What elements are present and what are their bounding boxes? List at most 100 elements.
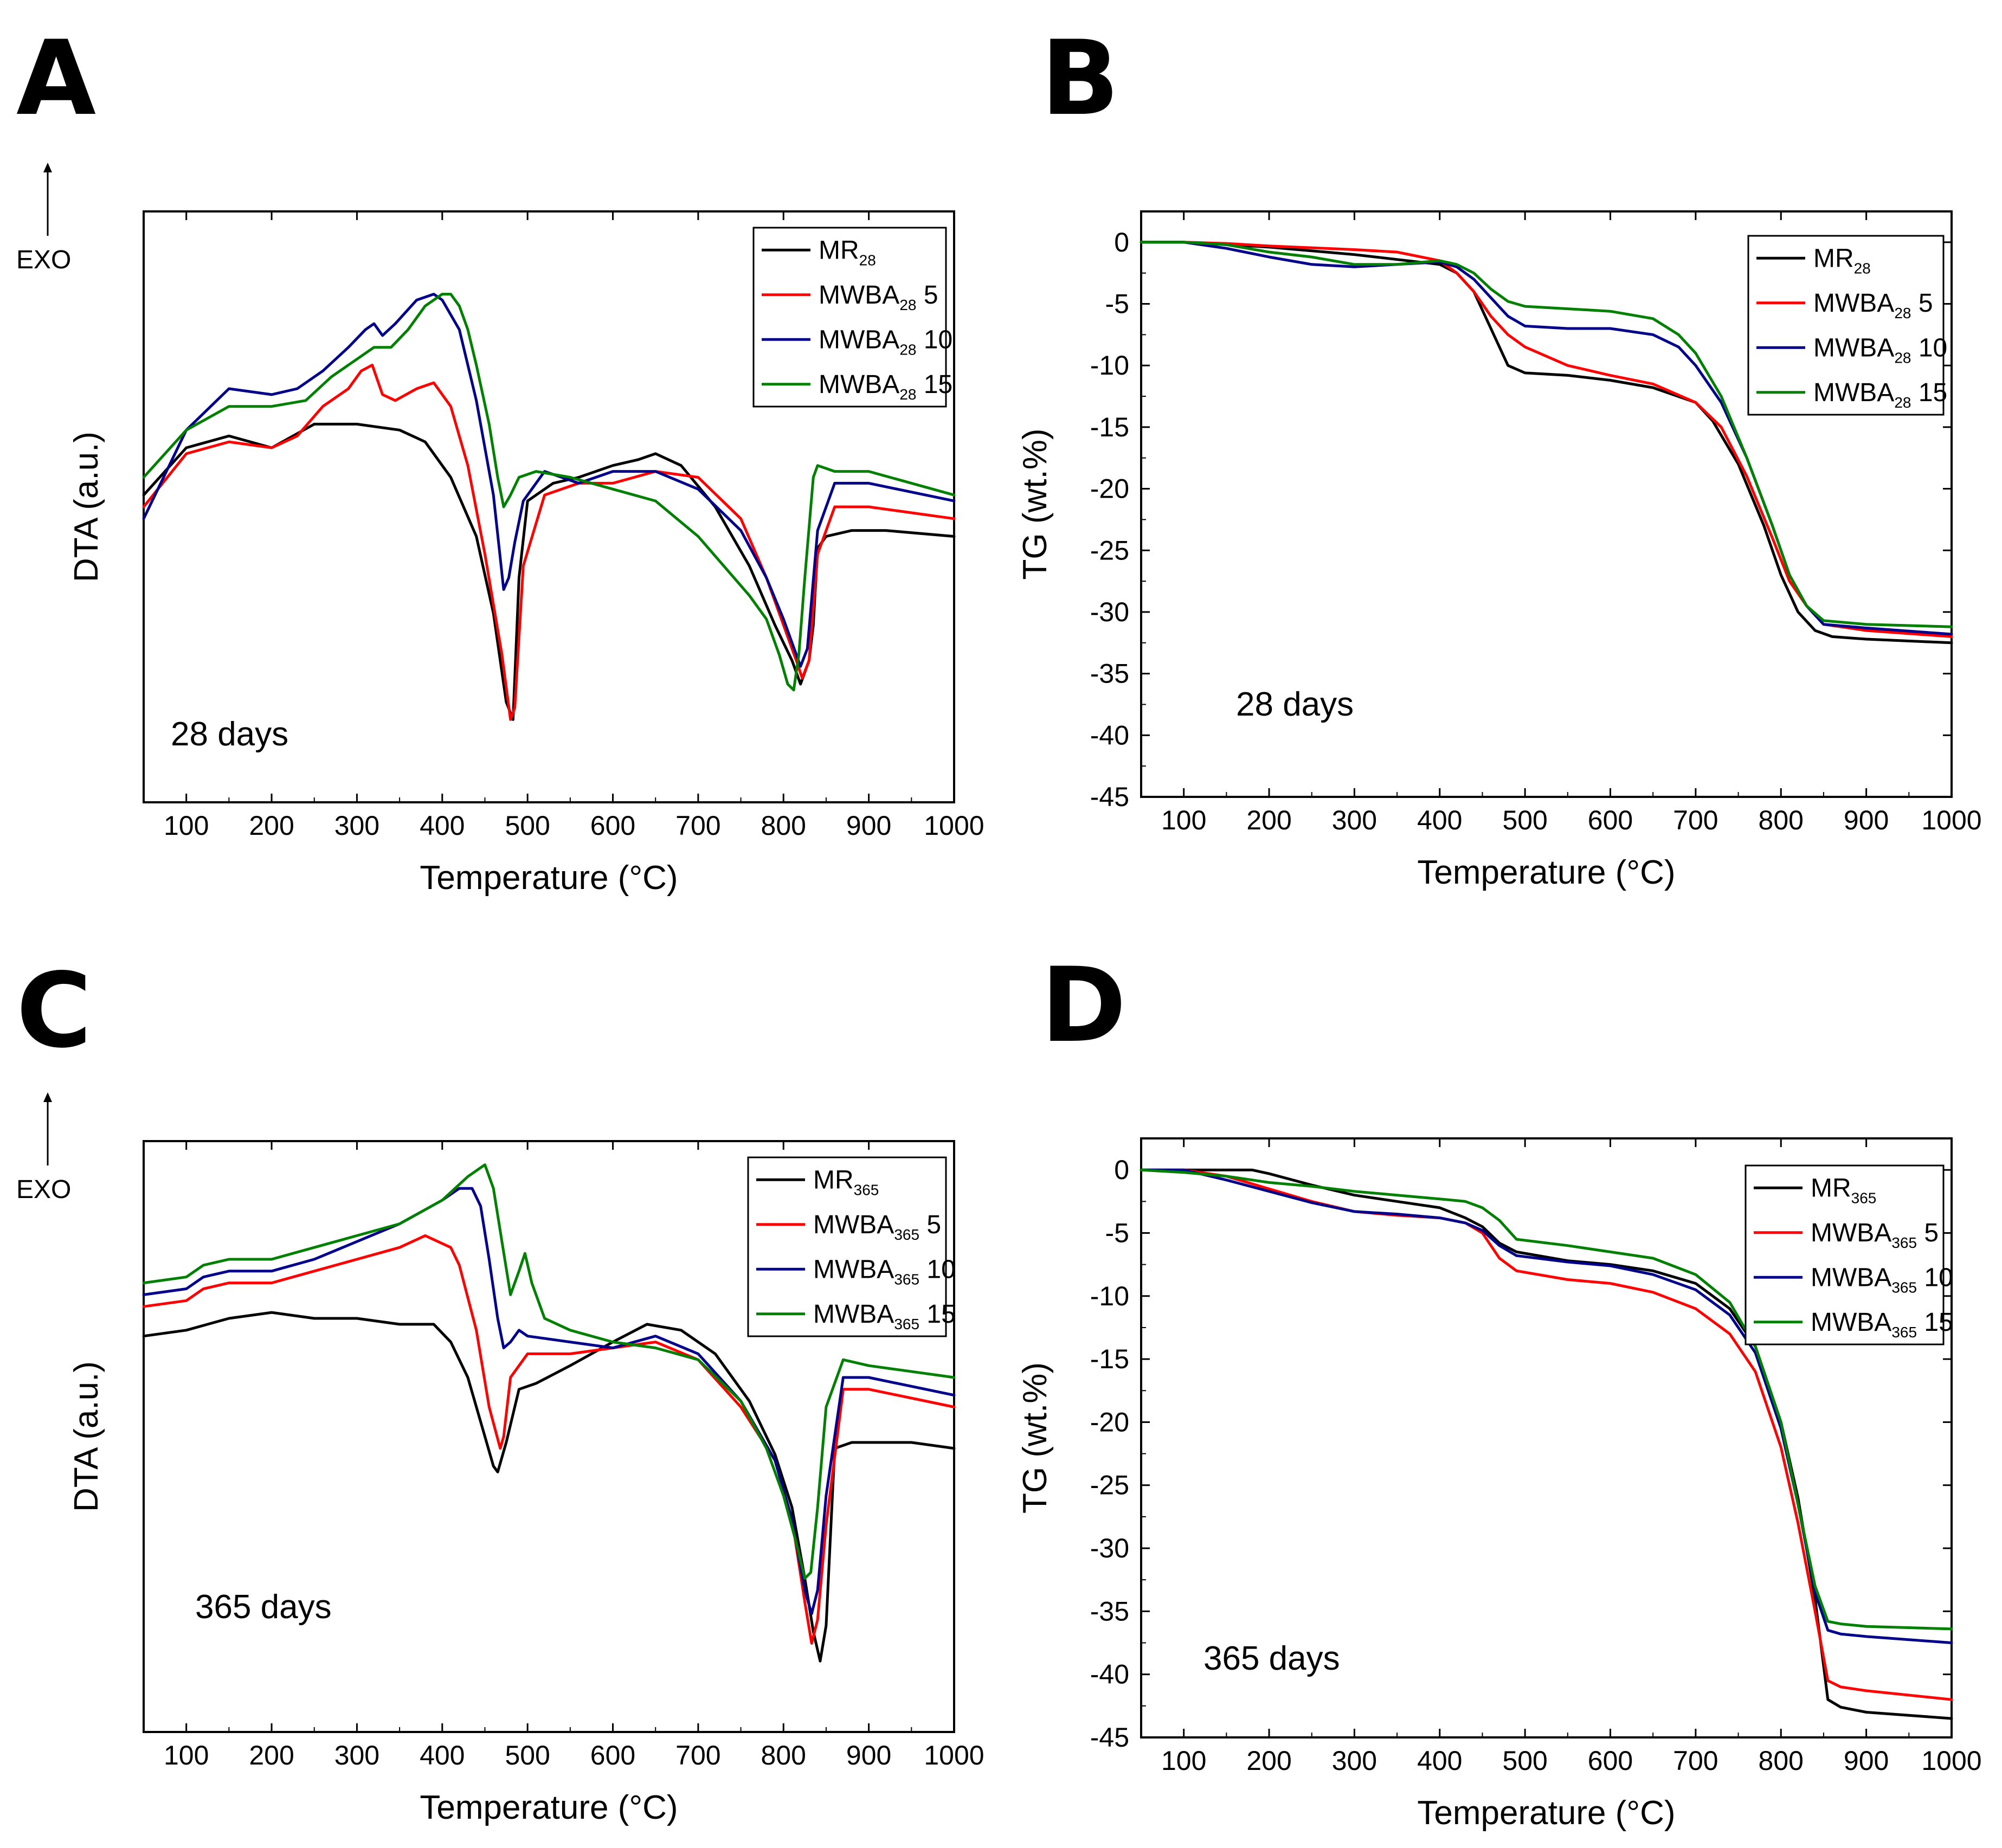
legend-suffix: 15 — [919, 1300, 956, 1329]
panel-b: B 100 200 300 400 500 600 700 800 900 1000 0 -5 -10 -1… — [1016, 18, 1982, 891]
x-axis-label: Temperature (°C) — [420, 1789, 678, 1826]
age-annotation: 28 days — [171, 716, 288, 753]
x-tick-label: 700 — [675, 1740, 720, 1770]
x-tick-label: 1000 — [1921, 805, 1981, 835]
y-tick-label: -20 — [1090, 474, 1129, 504]
x-tick-label: 600 — [590, 1740, 635, 1770]
legend-suffix: 10 — [1917, 1263, 1953, 1292]
legend-suffix: 15 — [1911, 378, 1947, 407]
x-axis-label: Temperature (°C) — [1417, 854, 1675, 891]
y-axis-label: TG (wt.%) — [1016, 429, 1054, 580]
x-tick-label: 600 — [590, 810, 635, 841]
x-tick-label: 900 — [1844, 1746, 1889, 1776]
legend-subscript: 28 — [1894, 394, 1911, 411]
legend-name: MWBA — [1811, 1219, 1891, 1247]
panel-label-c: C — [16, 951, 92, 1071]
panel-c: C EXO 100 200 300 400 500 600 700 800 900 1000 Tempe… — [16, 951, 984, 1826]
x-tick-label: 900 — [846, 1740, 891, 1770]
y-tick-label: -35 — [1090, 659, 1129, 689]
figure: AEXO100 200 300 400 500 600 700 800 900 1000Tempe… — [0, 0, 2002, 1848]
legend-subscript: 365 — [894, 1316, 919, 1332]
x-tick-label: 700 — [1673, 1746, 1718, 1776]
x-tick-label: 300 — [1332, 1746, 1377, 1776]
panel-label-b: B — [1041, 18, 1119, 138]
legend-suffix: 5 — [919, 1210, 941, 1239]
legend-subscript: 28 — [1894, 305, 1911, 321]
x-tick-label: 100 — [164, 810, 209, 841]
series-line-mr — [144, 424, 954, 719]
age-annotation: 365 days — [195, 1588, 332, 1626]
legend-name: MWBA — [813, 1210, 894, 1239]
legend-subscript: 365 — [1851, 1189, 1877, 1206]
panel-label-d: D — [1041, 945, 1126, 1065]
x-tick-label: 200 — [1246, 805, 1291, 835]
legend: MR28MWBA28 5MWBA28 10MWBA28 15 — [1748, 236, 1947, 415]
x-tick-label: 400 — [1417, 805, 1462, 835]
y-tick-label: -10 — [1090, 1281, 1129, 1311]
y-tick-label: -10 — [1090, 350, 1129, 381]
y-tick-label: -45 — [1090, 782, 1129, 812]
legend-subscript: 28 — [1854, 260, 1871, 276]
legend-name: MWBA — [1811, 1308, 1891, 1337]
panel-d: D100 200 300 400 500 600 700 800 900 10000-5-10-1… — [1016, 945, 1982, 1832]
legend-name: MWBA — [1813, 289, 1894, 318]
legend-name: MWBA — [1813, 333, 1894, 362]
y-tick-label: 0 — [1114, 227, 1129, 257]
x-tick-label: 800 — [1759, 1746, 1804, 1776]
exo-arrowhead-icon — [43, 1092, 52, 1102]
x-tick-label: 300 — [334, 1740, 379, 1770]
legend-subscript: 365 — [894, 1226, 919, 1243]
x-tick-label: 100 — [164, 1740, 209, 1770]
legend-subscript: 365 — [894, 1271, 919, 1287]
y-tick-label: -30 — [1090, 597, 1129, 627]
legend-name: MR — [813, 1166, 854, 1194]
panel-a: A EXO 100 200 300 400 500 600 700 800 900 1000 Tempe… — [16, 18, 984, 897]
y-tick-label: 0 — [1114, 1155, 1129, 1185]
y-tick-label: -20 — [1090, 1407, 1129, 1437]
legend-subscript: 28 — [1894, 349, 1911, 366]
legend-entry: MWBA365 5 — [813, 1210, 941, 1243]
legend-subscript: 28 — [859, 252, 876, 268]
legend-entry: MWBA365 10 — [813, 1255, 956, 1287]
legend-entry: MWBA365 15 — [813, 1300, 956, 1332]
legend-suffix: 10 — [916, 325, 952, 354]
legend-subscript: 365 — [854, 1181, 879, 1198]
legend-suffix: 10 — [919, 1255, 956, 1284]
y-axis-label: DTA (a.u.) — [68, 1361, 105, 1512]
legend-subscript: 365 — [1891, 1324, 1917, 1341]
x-tick-label: 400 — [420, 1740, 465, 1770]
y-tick-label: -35 — [1090, 1596, 1129, 1626]
legend-name: MWBA — [1813, 378, 1894, 407]
x-tick-label: 700 — [675, 810, 720, 841]
legend-name: MWBA — [819, 325, 899, 354]
x-axis-label: Temperature (°C) — [1417, 1794, 1675, 1832]
legend-name: MR — [819, 236, 859, 265]
x-tick-label: 1000 — [924, 810, 984, 841]
x-tick-label: 400 — [420, 810, 465, 841]
legend-entry: MWBA28 5 — [1813, 289, 1933, 321]
y-tick-label: -30 — [1090, 1533, 1129, 1563]
legend-suffix: 5 — [1917, 1219, 1939, 1247]
legend-name: MWBA — [1811, 1263, 1891, 1292]
y-axis-label: DTA (a.u.) — [68, 432, 105, 582]
legend-subscript: 28 — [899, 341, 916, 358]
legend-name: MWBA — [813, 1255, 894, 1284]
y-tick-label: -40 — [1090, 1659, 1129, 1690]
x-tick-label: 900 — [846, 810, 891, 841]
x-tick-label: 300 — [1332, 805, 1377, 835]
x-tick-label: 100 — [1161, 805, 1206, 835]
x-tick-label: 800 — [761, 1740, 806, 1770]
legend-subscript: 28 — [899, 297, 916, 313]
legend-entry: MWBA28 15 — [1813, 378, 1947, 411]
panel-label-a: A — [16, 18, 96, 138]
x-tick-label: 500 — [505, 1740, 550, 1770]
x-tick-label: 500 — [1502, 1746, 1547, 1776]
legend-name: MR — [1811, 1174, 1851, 1202]
legend-entry: MWBA365 10 — [1811, 1263, 1953, 1296]
y-tick-label: -15 — [1090, 1344, 1129, 1374]
legend-suffix: 10 — [1911, 333, 1947, 362]
x-tick-label: 600 — [1588, 805, 1633, 835]
